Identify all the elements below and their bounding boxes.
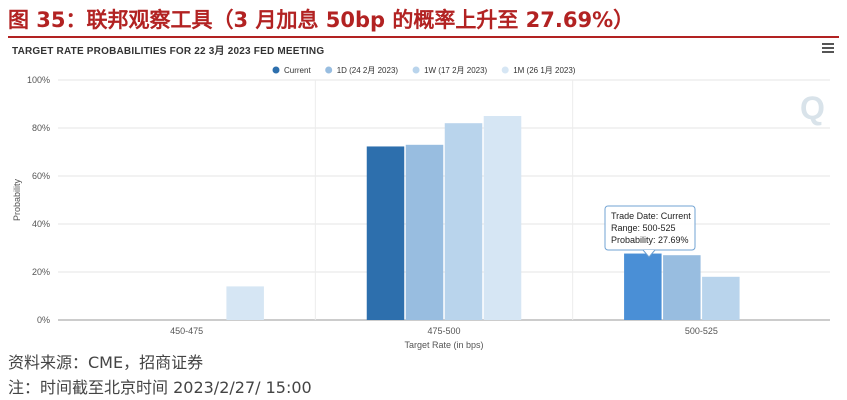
y-axis-label: Probability	[12, 178, 22, 221]
time-note: 注：时间截至北京时间 2023/2/27/ 15:00	[8, 378, 312, 397]
x-tick-label: 500-525	[685, 326, 718, 336]
legend-marker[interactable]	[412, 66, 420, 74]
x-axis-label: Target Rate (in bps)	[404, 340, 483, 350]
source-note: 资料来源：CME，招商证券	[8, 353, 204, 372]
legend-label[interactable]: Current	[284, 66, 311, 75]
y-tick-label: 40%	[32, 219, 50, 229]
y-tick-label: 0%	[37, 315, 50, 325]
y-tick-label: 100%	[27, 75, 50, 85]
title-divider	[8, 36, 839, 38]
bar-current-475-500[interactable]	[366, 146, 405, 320]
y-tick-label: 80%	[32, 123, 50, 133]
bar-1d-500-525[interactable]	[663, 255, 701, 320]
x-tick-label: 475-500	[427, 326, 460, 336]
watermark-logo: Q	[800, 90, 825, 126]
legend-label[interactable]: 1W (17 2月 2023)	[424, 66, 487, 75]
hamburger-menu-icon[interactable]	[822, 43, 834, 55]
figure-title: 图 35：联邦观察工具（3 月加息 50bp 的概率上升至 27.69%）	[8, 8, 635, 32]
probability-bar-chart: 0% 20% 40% 60% 80% 100% 450-475 475-500 500-525 T…	[12, 66, 830, 350]
bar-1m-475-500[interactable]	[483, 116, 522, 320]
tooltip-line: Probability: 27.69%	[611, 235, 689, 245]
legend-marker[interactable]	[501, 66, 509, 74]
bar-1m-450-475[interactable]	[226, 286, 264, 320]
y-tick-label: 60%	[32, 171, 50, 181]
bar-1w-500-525[interactable]	[702, 276, 740, 320]
legend-marker[interactable]	[325, 66, 333, 74]
chart-title: TARGET RATE PROBABILITIES FOR 22 3月 2023…	[12, 46, 325, 57]
tooltip-line: Range: 500-525	[611, 223, 676, 233]
bar-1w-475-500[interactable]	[444, 123, 483, 320]
x-tick-label: 450-475	[170, 326, 203, 336]
tooltip-pointer	[642, 249, 656, 258]
legend-label[interactable]: 1M (26 1月 2023)	[513, 66, 576, 75]
legend-marker[interactable]	[272, 66, 280, 74]
y-tick-label: 20%	[32, 267, 50, 277]
bar-current-500-525[interactable]	[624, 253, 662, 320]
tooltip-line: Trade Date: Current	[611, 211, 691, 221]
bar-1d-475-500[interactable]	[405, 144, 444, 320]
legend-label[interactable]: 1D (24 2月 2023)	[337, 66, 399, 75]
